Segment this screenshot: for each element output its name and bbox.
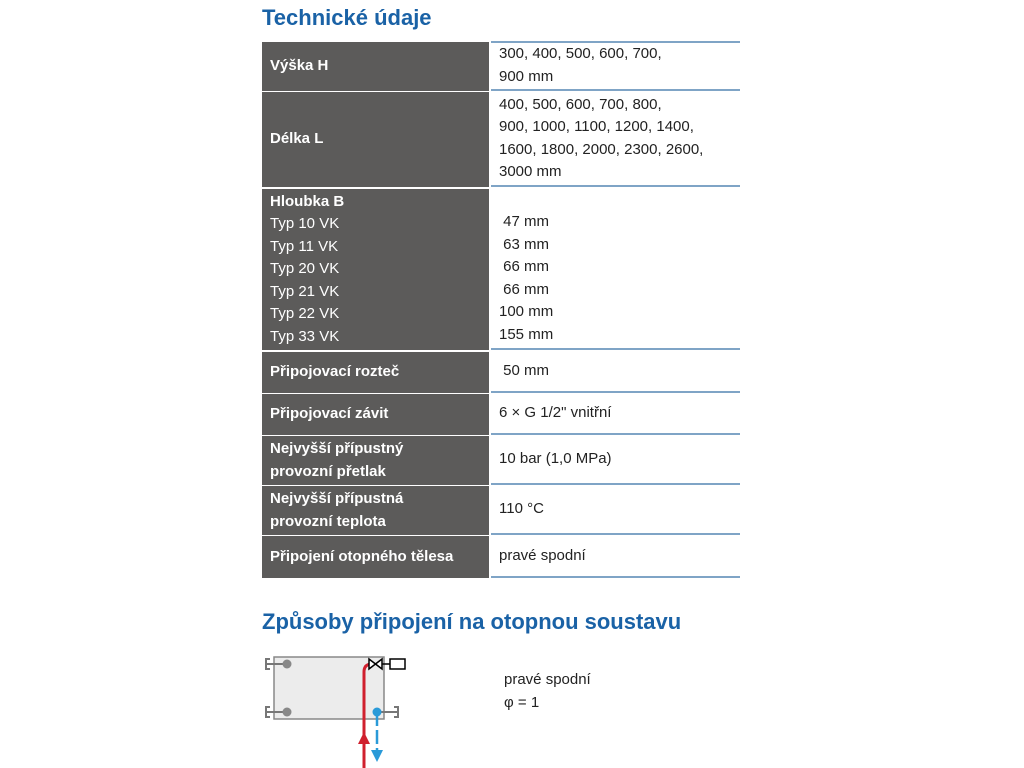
return-arrow-icon	[371, 750, 383, 762]
table-row: Připojení otopného tělesa pravé spodní	[262, 536, 740, 578]
row-value: 300, 400, 500, 600, 700, 900 mm	[491, 42, 740, 91]
row-value: 50 mm	[491, 352, 740, 393]
connection-description: pravé spodní φ = 1	[504, 668, 591, 714]
connection-factor: φ = 1	[504, 694, 540, 711]
row-value: 110 °C	[491, 486, 740, 535]
row-label: Připojovací závit	[262, 394, 489, 435]
supply-arrow-icon	[358, 732, 370, 744]
row-value: pravé spodní	[491, 536, 740, 578]
valve-icon	[368, 657, 383, 671]
row-label: Výška H	[262, 42, 489, 91]
radiator-connection-diagram	[265, 656, 406, 768]
row-label: Nejvyšší přípustný provozní přetlak	[262, 436, 489, 485]
table-row: Nejvyšší přípustný provozní přetlak 10 ba…	[262, 436, 740, 485]
table-top-divider	[491, 41, 740, 43]
table-row: Připojovací rozteč 50 mm	[262, 352, 740, 393]
row-value: 47 mm 63 mm 66 mm 66 mm 100 mm 155 mm	[491, 189, 740, 350]
row-label: Nejvyšší přípustná provozní teplota	[262, 486, 489, 535]
row-label: Délka L	[262, 92, 489, 187]
table-row: Výška H 300, 400, 500, 600, 700, 900 mm	[262, 42, 740, 91]
row-value: 6 × G 1/2" vnitřní	[491, 394, 740, 435]
table-row: Připojovací závit 6 × G 1/2" vnitřní	[262, 394, 740, 435]
section-title: Způsoby připojení na otopnou soustavu	[262, 609, 682, 634]
row-value: 10 bar (1,0 MPa)	[491, 436, 740, 485]
connection-type: pravé spodní	[504, 671, 591, 688]
row-label: Připojení otopného tělesa	[262, 536, 489, 578]
table-row: Nejvyšší přípustná provozní teplota 110 °…	[262, 486, 740, 535]
table-row: Délka L 400, 500, 600, 700, 800, 900, 100…	[262, 92, 740, 187]
vent-plug	[282, 659, 292, 669]
row-label: Připojovací rozteč	[262, 352, 489, 393]
row-value: 400, 500, 600, 700, 800, 900, 1000, 1100,…	[491, 92, 740, 187]
thermostat-head	[389, 658, 406, 670]
drain-plug	[282, 707, 292, 717]
table-row: Hloubka B Typ 10 VK Typ 11 VK Typ 20 VK Typ …	[262, 189, 740, 350]
page-title: Technické údaje	[262, 5, 432, 30]
row-label: Hloubka B Typ 10 VK Typ 11 VK Typ 20 VK Typ …	[262, 189, 489, 350]
